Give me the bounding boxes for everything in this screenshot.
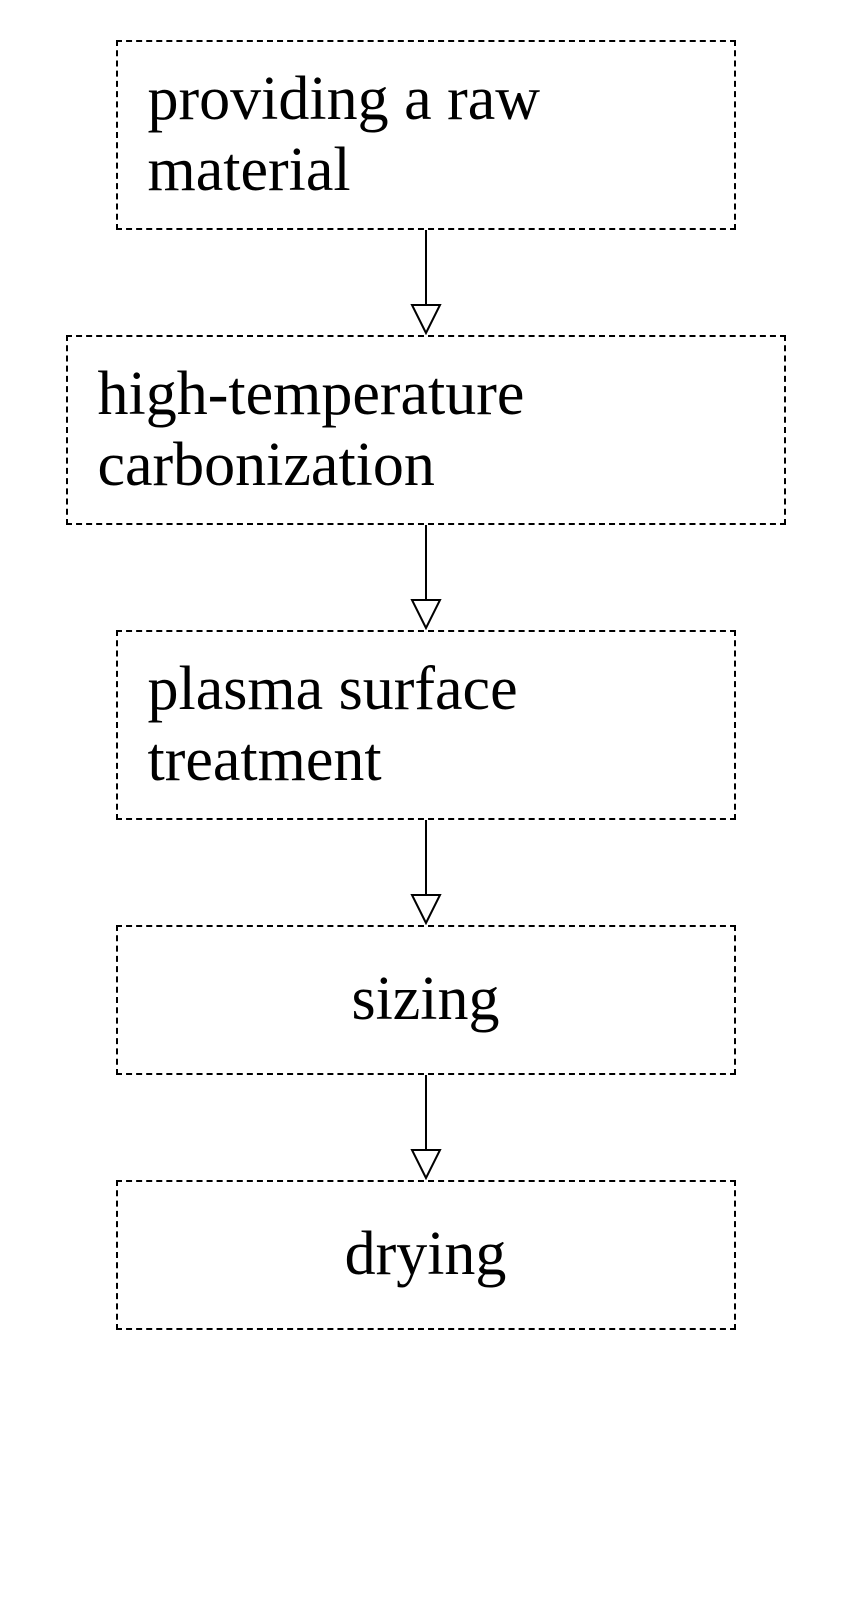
flow-arrow: [406, 525, 446, 630]
flow-arrow: [406, 230, 446, 335]
flow-node-label: providing a raw material: [148, 64, 704, 207]
arrow-down-icon: [406, 230, 446, 335]
flow-node-drying: drying: [116, 1180, 736, 1330]
flow-node-sizing: sizing: [116, 925, 736, 1075]
flow-node-label: drying: [345, 1219, 507, 1290]
flow-node-plasma: plasma surface treatment: [116, 630, 736, 820]
arrow-down-icon: [406, 1075, 446, 1180]
flow-arrow: [406, 820, 446, 925]
flow-node-label: sizing: [351, 964, 499, 1035]
flow-node-carbonization: high-temperature carbonization: [66, 335, 786, 525]
flow-node-label: high-temperature carbonization: [98, 359, 754, 502]
flow-node-raw-material: providing a raw material: [116, 40, 736, 230]
arrow-down-icon: [406, 525, 446, 630]
flowchart-container: providing a raw material high-temperatur…: [50, 40, 801, 1330]
flow-node-label: plasma surface treatment: [148, 654, 704, 797]
flow-arrow: [406, 1075, 446, 1180]
arrow-down-icon: [406, 820, 446, 925]
